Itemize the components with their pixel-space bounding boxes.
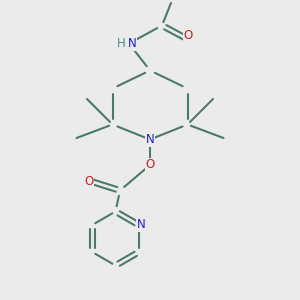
Text: N: N	[146, 133, 154, 146]
Text: O: O	[184, 28, 193, 42]
Text: H: H	[117, 37, 126, 50]
Text: O: O	[146, 158, 154, 172]
Text: O: O	[85, 175, 94, 188]
Text: N: N	[128, 37, 136, 50]
Text: N: N	[137, 218, 146, 232]
